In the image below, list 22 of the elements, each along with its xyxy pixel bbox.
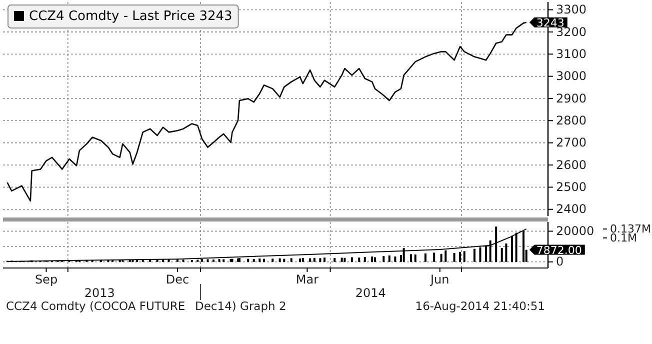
x2-tick-label: 2013 [84,286,115,300]
y-tick-label: 2800 [556,113,587,128]
y-tick-label: 3300 [556,2,587,17]
y-tick-label: 2400 [556,202,587,216]
x2-tick-label: 2014 [355,286,386,300]
y-tick-label: 0 [556,254,564,269]
annotation: 7872.00 [536,244,582,257]
text: CCZ4 Comdty (COCOA FUTURE [6,299,186,313]
y-tick-label: 2700 [556,136,587,150]
y-tick-label: 2500 [556,180,587,194]
text: Dec14) Graph 2 [195,299,286,313]
text: 16-Aug-2014 21:40:51 [415,299,545,313]
x-tick-label: Mar [296,272,319,287]
legend-label: CCZ4 Comdty - Last Price 3243 [29,9,232,24]
y-tick-label: 2600 [556,158,587,172]
x-tick-label: Sep [34,272,58,287]
y-tick-label: 2900 [556,91,587,106]
y-tick-label: 20000 [556,224,594,238]
x-tick-label: Dec [166,272,190,287]
x-tick-label: Jun [429,272,450,287]
y-tick-label: 3100 [556,46,587,61]
y-tick-label: 3000 [556,69,587,84]
